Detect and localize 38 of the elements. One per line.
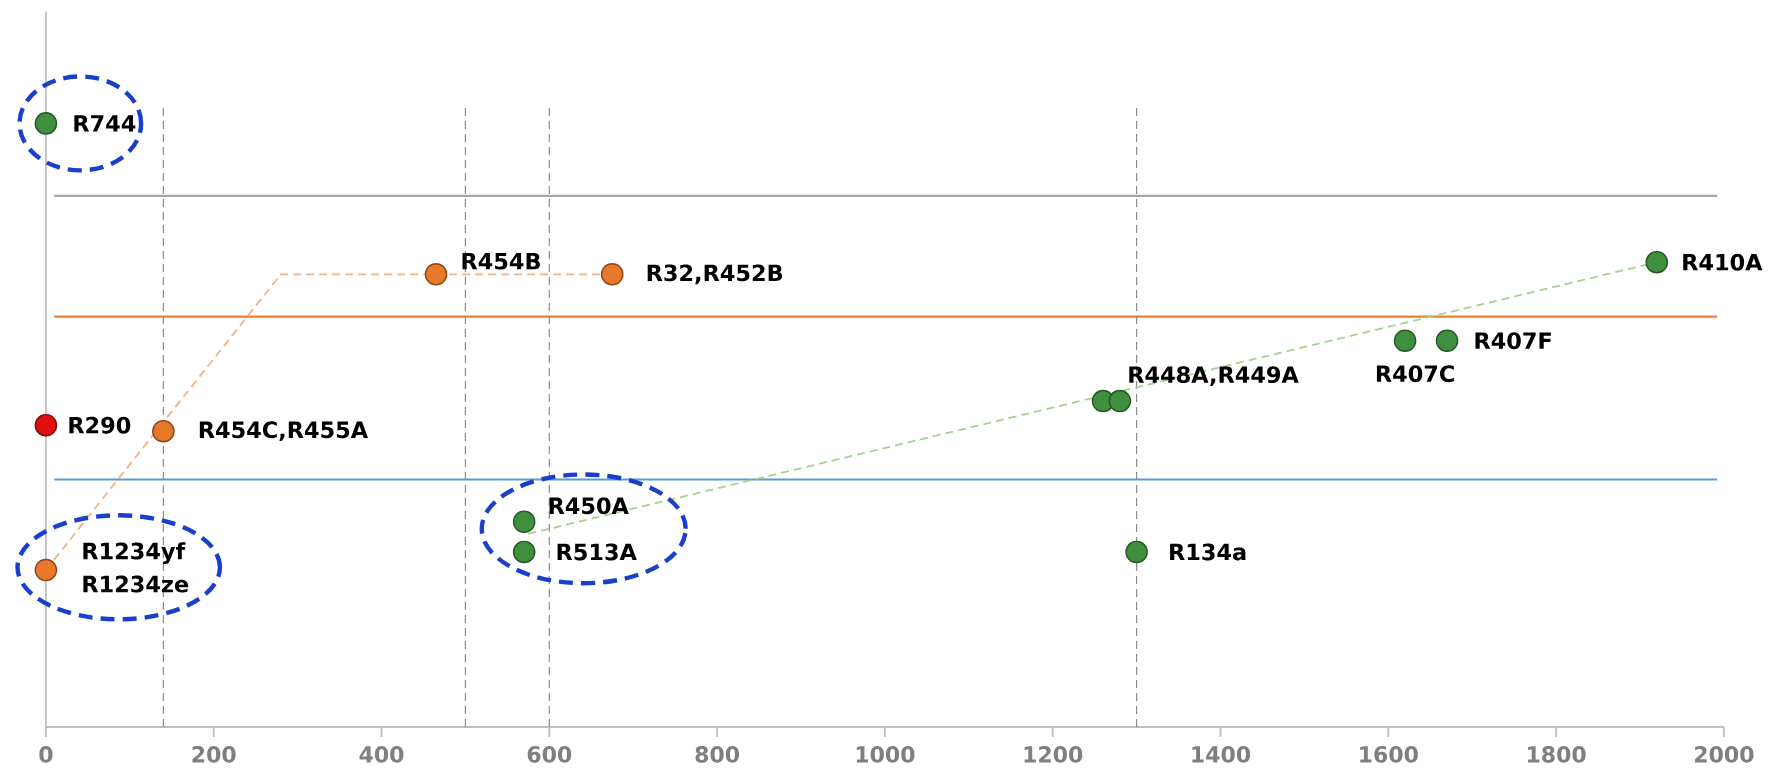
x-tick-label: 200 — [192, 746, 236, 763]
x-tick-label: 1600 — [1360, 746, 1418, 763]
x-tick-label: 800 — [695, 746, 740, 763]
x-tick-label: 1000 — [856, 746, 915, 763]
x-tick-label: 1800 — [1527, 746, 1586, 763]
annotation: R32,R452B — [647, 264, 783, 285]
x-tick-label: 0 — [39, 746, 53, 763]
point — [1125, 540, 1148, 564]
annotation: R407C — [1376, 365, 1454, 383]
annotation: R744 — [74, 115, 136, 132]
annotation: R1234ze — [83, 575, 189, 593]
annotation: R1234yf — [83, 542, 186, 564]
x-tick-label: 400 — [359, 746, 404, 763]
point — [34, 558, 58, 582]
point — [600, 262, 624, 286]
point — [1393, 329, 1417, 352]
annotation: R134a — [1170, 543, 1246, 561]
annotation: R407F — [1475, 332, 1551, 350]
point — [1108, 389, 1132, 413]
annotation: R450A — [549, 497, 629, 515]
x-tick-label: 600 — [527, 746, 572, 763]
annotation: R290 — [69, 416, 131, 434]
point — [512, 510, 536, 534]
annotation: R448A,R449A — [1129, 366, 1299, 386]
x-tick-label: 1200 — [1024, 746, 1083, 763]
point — [34, 112, 58, 135]
annotation: R513A — [557, 543, 637, 561]
point — [152, 419, 175, 443]
x-tick-label: 1400 — [1192, 746, 1251, 763]
x-tick-label: 2000 — [1695, 746, 1754, 763]
point — [512, 540, 536, 564]
annotation: R454B — [462, 252, 540, 270]
annotation: R410A — [1683, 253, 1763, 271]
annotation: R454C,R455A — [199, 421, 368, 442]
point — [1645, 250, 1669, 274]
point — [1435, 329, 1459, 352]
point — [424, 262, 448, 286]
point — [34, 413, 58, 437]
